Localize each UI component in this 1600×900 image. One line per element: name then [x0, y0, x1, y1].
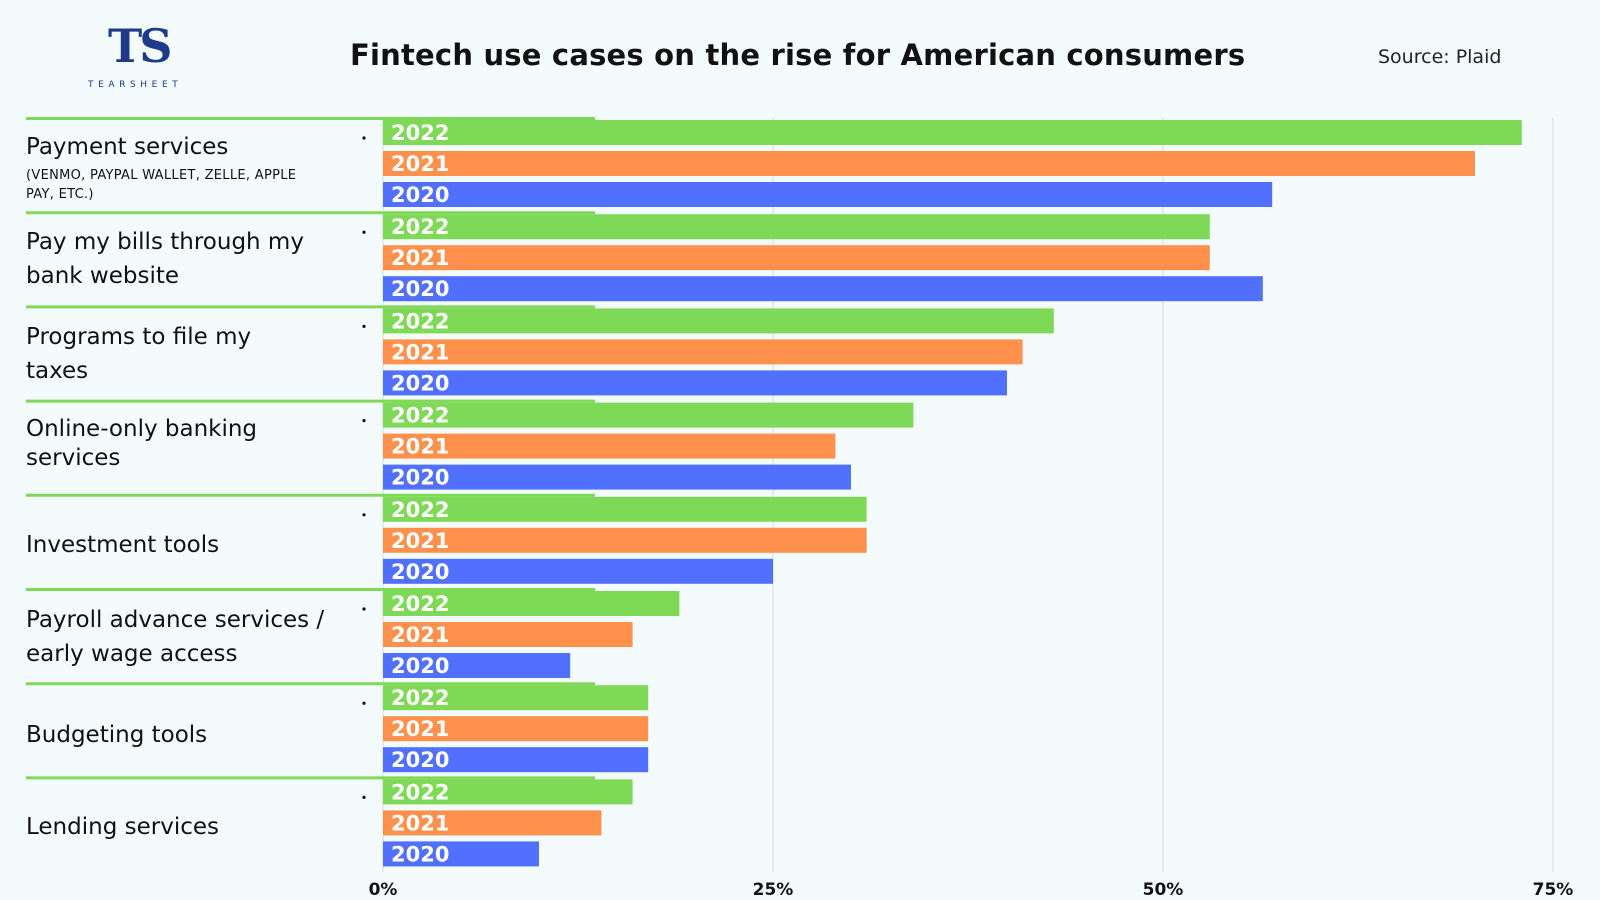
x-tick-label: 0%	[369, 880, 398, 900]
source-note: Source: Plaid	[1378, 46, 1502, 68]
category-label: Programs to file my taxes	[26, 320, 316, 388]
bar-year-label: 2021	[391, 340, 449, 364]
bar-year-label: 2021	[391, 435, 449, 459]
bar	[383, 716, 649, 742]
bar	[383, 276, 1263, 302]
category-label: Investment tools	[26, 528, 356, 562]
bar	[383, 496, 867, 522]
bar	[383, 779, 633, 805]
group-dot	[362, 513, 366, 517]
category-label: Payroll advance services / early wage ac…	[26, 603, 326, 671]
bar-year-label: 2021	[391, 717, 449, 741]
x-tick-label: 25%	[753, 880, 794, 900]
group-dot	[362, 324, 366, 328]
category-name: Payment services	[26, 134, 229, 160]
bar-year-label: 2022	[391, 121, 449, 145]
bar	[383, 433, 836, 459]
bar-year-label: 2020	[391, 654, 449, 678]
logo-text: TEARSHEET	[88, 80, 183, 90]
x-tick-label: 50%	[1143, 880, 1184, 900]
bar-year-label: 2021	[391, 246, 449, 270]
category-label: Online-only banking services	[26, 415, 286, 473]
bar-year-label: 2020	[391, 183, 449, 207]
bar-year-label: 2022	[391, 404, 449, 428]
bar	[383, 591, 680, 616]
bar	[383, 747, 649, 773]
bar-year-label: 2022	[391, 686, 449, 710]
category-name: Online-only banking services	[26, 416, 258, 471]
category-label: Payment services (VENMO, PAYPAL WALLET, Z…	[26, 130, 316, 204]
group-dot	[362, 136, 366, 140]
bar-year-label: 2021	[391, 152, 449, 176]
category-name: Pay my bills through my bank website	[26, 229, 304, 289]
group-dot	[362, 230, 366, 234]
bar	[383, 653, 571, 678]
chart-title: Fintech use cases on the rise for Americ…	[350, 38, 1246, 72]
bar-year-label: 2020	[391, 371, 449, 395]
category-subtitle: (VENMO, PAYPAL WALLET, ZELLE, APPLE PAY,…	[26, 168, 297, 202]
category-name: Programs to file my taxes	[26, 324, 252, 384]
bar-year-label: 2020	[391, 560, 449, 584]
bar	[383, 810, 602, 836]
category-label: Pay my bills through my bank website	[26, 225, 356, 293]
bar	[383, 214, 1210, 240]
category-label: Lending services	[26, 810, 356, 844]
bar-year-label: 2022	[391, 592, 449, 616]
group-dot	[362, 607, 366, 611]
bar	[383, 558, 773, 584]
bar	[383, 527, 867, 553]
bar-year-label: 2020	[391, 748, 449, 772]
group-dot	[362, 795, 366, 800]
bar-year-label: 2021	[391, 529, 449, 553]
bar	[383, 339, 1023, 365]
logo-mark: TS	[108, 19, 172, 73]
x-tick-label: 75%	[1533, 880, 1574, 900]
group-dot	[362, 701, 366, 705]
bar-year-label: 2020	[391, 842, 449, 866]
bar	[383, 120, 1522, 145]
bar	[383, 308, 1054, 334]
bar-year-label: 2022	[391, 780, 449, 804]
category-label: Budgeting tools	[26, 718, 356, 752]
bar	[383, 841, 539, 867]
bar	[383, 151, 1475, 176]
bar-year-label: 2022	[391, 498, 449, 522]
brand-logo: TS TEARSHEET	[86, 20, 206, 96]
category-name: Lending services	[26, 814, 219, 840]
bar-year-label: 2022	[391, 309, 449, 333]
bar-year-label: 2022	[391, 215, 449, 239]
bar	[383, 245, 1210, 271]
bar-year-label: 2020	[391, 277, 449, 301]
bar	[383, 370, 1007, 396]
bar	[383, 622, 633, 647]
category-name: Payroll advance services / early wage ac…	[26, 607, 325, 667]
bar	[383, 685, 649, 711]
group-dot	[362, 419, 366, 423]
category-name: Investment tools	[26, 532, 220, 558]
bar	[383, 402, 914, 428]
bar-year-label: 2021	[391, 623, 449, 647]
bar-year-label: 2020	[391, 466, 449, 490]
category-name: Budgeting tools	[26, 722, 208, 748]
bar	[383, 464, 851, 490]
bar-year-label: 2021	[391, 811, 449, 835]
bar	[383, 182, 1273, 207]
